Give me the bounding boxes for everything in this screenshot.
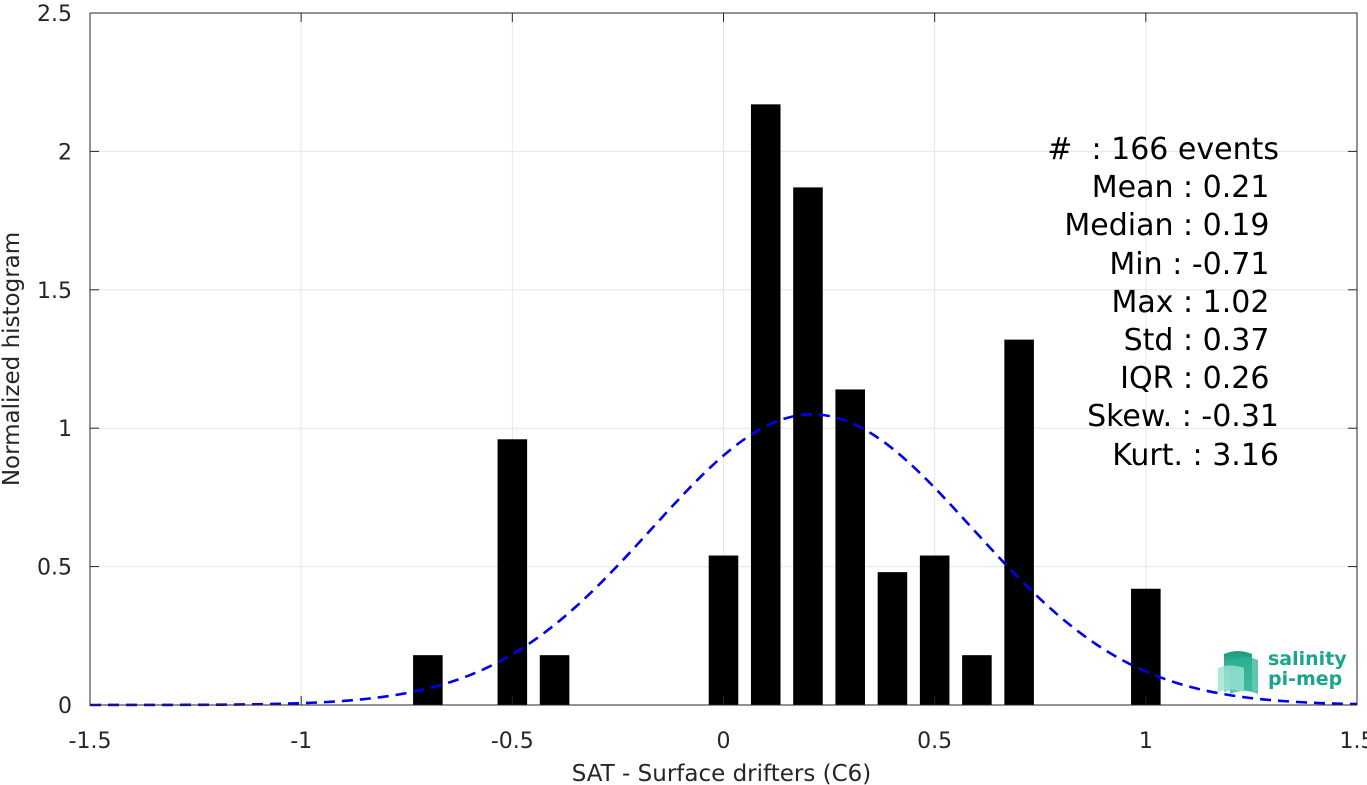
x-tick-label: 1 [1139,729,1153,754]
stat-std: Std : 0.37 [1123,323,1279,359]
stat-iqr: IQR : 0.26 [1120,361,1279,397]
x-tick-labels: -1.5 -1 -0.5 0 0.5 1 1.5 [69,729,1367,754]
stat-min: Min : -0.71 [1109,246,1279,282]
stat-skew: Skew. : -0.31 [1087,399,1279,435]
y-axis-label: Normalized histogram [0,232,25,486]
histogram-bar [750,104,781,706]
y-tick-label: 0 [58,694,72,719]
bars [413,104,1161,706]
logo-text-line1: salinity [1268,648,1347,670]
x-axis-label: SAT - Surface drifters (C6) [572,761,872,785]
y-tick-label: 0.5 [37,556,72,581]
y-tick-label: 1 [58,417,72,442]
y-tick-label: 1.5 [37,279,72,304]
histogram-bar [877,572,908,705]
stat-mean: Mean : 0.21 [1091,170,1279,206]
histogram-bar [1131,588,1161,705]
x-tick-label: 0.5 [917,729,952,754]
logo-text-line2: pi-mep [1268,668,1343,690]
histogram-bar [413,655,443,705]
histogram-bar [962,655,992,705]
histogram-bar [708,555,739,705]
x-tick-label: 1.5 [1340,729,1367,754]
histogram-bar [497,439,528,705]
x-tick-label: -0.5 [491,729,534,754]
stat-max: Max : 1.02 [1111,284,1279,320]
histogram-bar [1004,339,1034,705]
stat-count: # : 166 events [1047,132,1279,167]
y-tick-labels: 0 0.5 1 1.5 2 2.5 [37,2,72,719]
y-tick-label: 2.5 [37,2,72,27]
histogram-bar [835,389,865,705]
x-tick-label: 0 [717,729,731,754]
logo-wave-icon [1218,651,1258,694]
salinity-pi-mep-logo: salinity pi-mep [1218,646,1348,694]
stat-kurt: Kurt. : 3.16 [1112,437,1279,473]
statistics-box: # : 166 events Mean : 0.21 Median : 0.19… [1047,131,1279,475]
y-tick-label: 2 [58,140,72,165]
gaussian-fit-curve [90,413,1358,707]
histogram-bar [539,655,570,705]
histogram-bar [793,187,823,705]
x-tick-label: -1.5 [69,729,112,754]
stat-median: Median : 0.19 [1064,208,1279,244]
x-tick-label: -1 [290,729,312,754]
ticks [89,12,1358,706]
histogram-bar [919,555,950,705]
